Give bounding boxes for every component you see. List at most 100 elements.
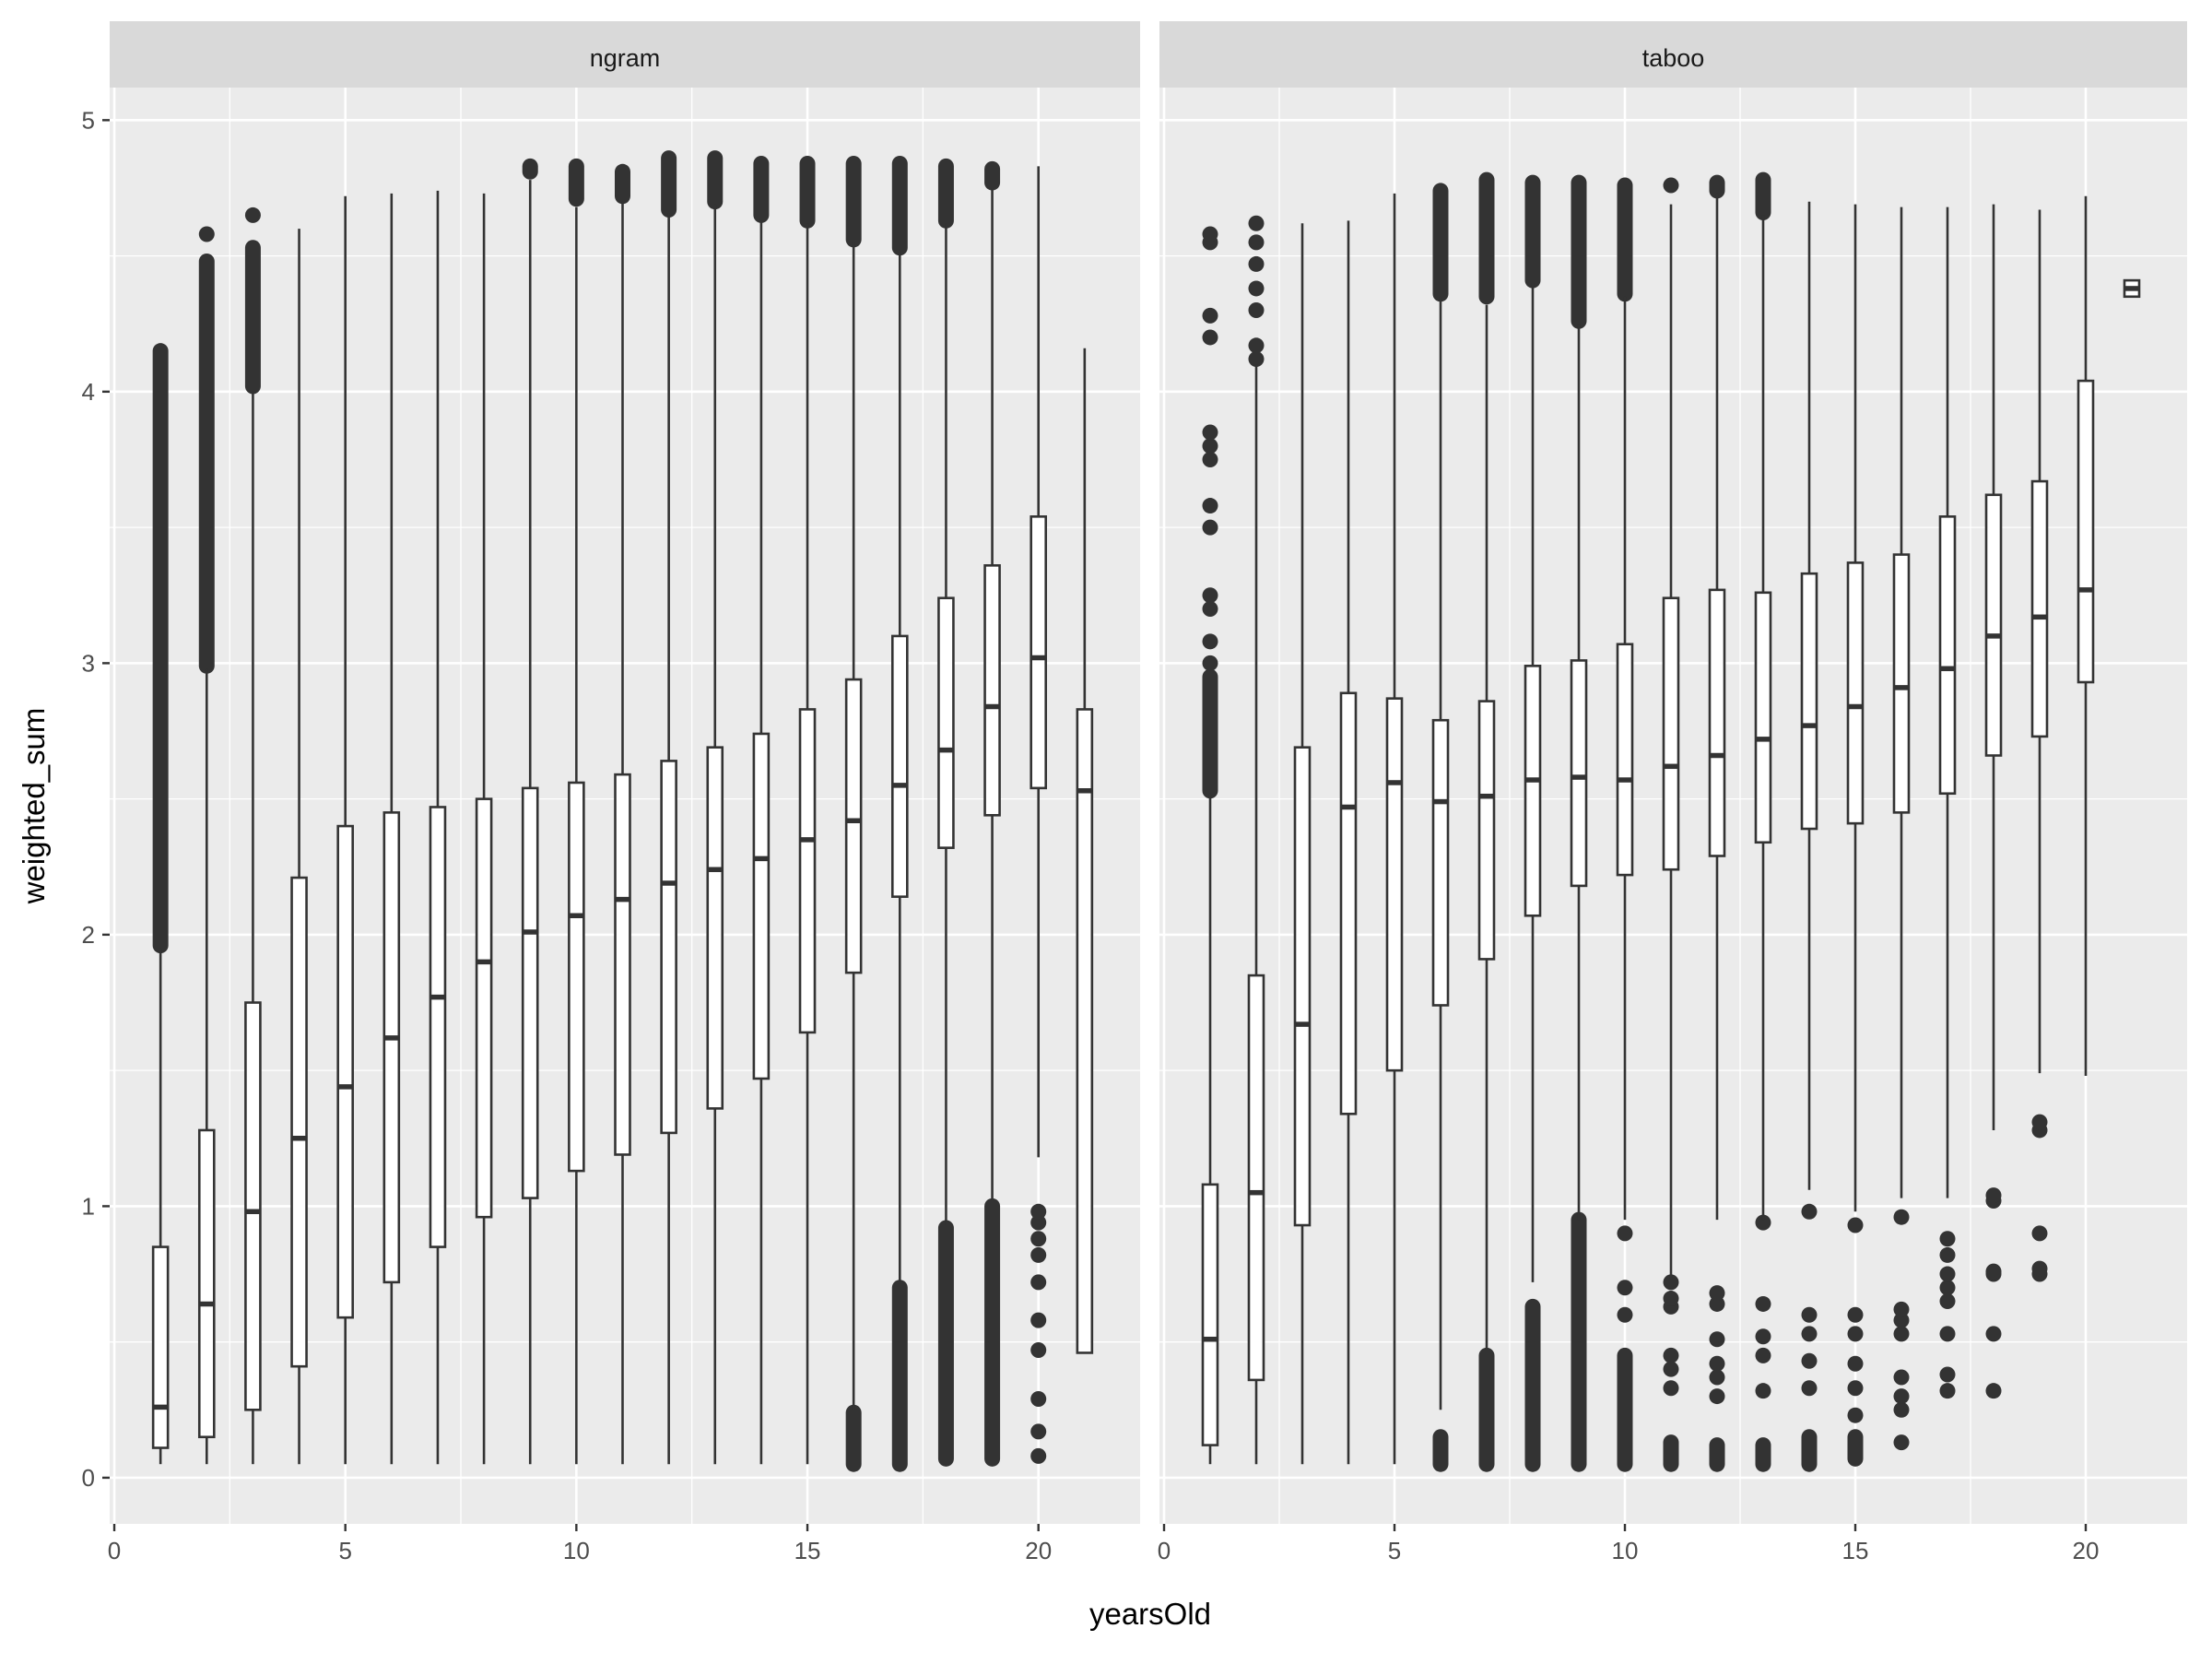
- box-iqr: [1477, 700, 1496, 961]
- outlier-point: [1939, 1266, 1956, 1282]
- box-iqr: [1030, 515, 1048, 790]
- box-iqr: [1247, 974, 1265, 1382]
- box-iqr: [475, 797, 493, 1219]
- outlier-cluster: [1524, 174, 1541, 289]
- box-iqr: [614, 773, 631, 1156]
- outlier-cluster: [1801, 1429, 1818, 1472]
- box-iqr: [1616, 643, 1634, 877]
- box-ngram-3: [244, 207, 262, 1465]
- facet-label: taboo: [1642, 44, 1705, 72]
- y-tick-label: 3: [82, 649, 95, 677]
- box-iqr: [197, 1128, 216, 1439]
- box-iqr: [983, 564, 1001, 817]
- outlier-cluster: [753, 155, 770, 223]
- x-tick-label: 20: [2073, 1537, 2100, 1564]
- outlier-point: [2031, 1114, 2048, 1130]
- outlier-cluster: [1755, 171, 1771, 220]
- x-tick-label: 10: [563, 1537, 590, 1564]
- box-iqr: [1293, 746, 1312, 1227]
- box-iqr: [752, 732, 771, 1080]
- outlier-point: [1248, 234, 1265, 251]
- outlier-point: [1893, 1301, 1910, 1317]
- outlier-cluster: [845, 155, 862, 248]
- y-axis-title: weighted_sum: [17, 708, 51, 905]
- outlier-point: [1030, 1274, 1047, 1291]
- outlier-point: [1893, 1312, 1910, 1328]
- box-ngram-2: [197, 226, 216, 1465]
- box-ngram-11: [614, 163, 631, 1465]
- box-iqr: [1708, 588, 1726, 857]
- outlier-point: [1248, 351, 1265, 368]
- outlier-point: [1030, 1203, 1047, 1220]
- outlier-cluster: [1432, 183, 1449, 302]
- outlier-cluster: [1571, 1211, 1587, 1472]
- box-ngram-1: [151, 343, 170, 1465]
- box-taboo-4: [1339, 220, 1358, 1465]
- box-ngram-17: [891, 155, 909, 1472]
- outlier-point: [1030, 1231, 1047, 1247]
- outlier-point: [1939, 1326, 1956, 1342]
- box-iqr: [1570, 659, 1588, 888]
- box-iqr: [798, 708, 817, 1034]
- outlier-point: [1847, 1217, 1864, 1233]
- outlier-point: [1755, 1347, 1771, 1363]
- box-iqr: [1524, 665, 1542, 917]
- box-taboo-2: [1247, 215, 1265, 1465]
- outlier-point: [2031, 1225, 2048, 1242]
- outlier-point: [1617, 1280, 1633, 1296]
- outlier-cluster: [891, 1280, 908, 1472]
- outlier-cluster: [1617, 177, 1633, 302]
- outlier-point: [1939, 1366, 1956, 1383]
- outlier-cluster: [845, 1404, 862, 1472]
- outlier-point: [1801, 1306, 1818, 1323]
- outlier-point: [1985, 1326, 2002, 1342]
- box-ngram-10: [568, 158, 585, 1465]
- outlier-cluster: [937, 158, 954, 229]
- outlier-point: [244, 207, 261, 223]
- outlier-cluster: [614, 163, 630, 205]
- box-ngram-4: [290, 229, 308, 1465]
- box-taboo-16: [1892, 207, 1911, 1451]
- box-iqr: [1800, 572, 1818, 831]
- x-tick-label: 15: [794, 1537, 821, 1564]
- outlier-point: [1893, 1388, 1910, 1405]
- box-ngram-7: [429, 190, 447, 1465]
- outlier-point: [1248, 280, 1265, 297]
- x-tick-label: 10: [1612, 1537, 1639, 1564]
- outlier-point: [1801, 1380, 1818, 1397]
- outlier-point: [1202, 655, 1218, 671]
- outlier-point: [1847, 1306, 1864, 1323]
- box-taboo-9: [1570, 174, 1588, 1472]
- box-ngram-15: [798, 155, 817, 1465]
- box-ngram-16: [844, 155, 863, 1472]
- outlier-point: [1248, 215, 1265, 231]
- outlier-point: [1755, 1383, 1771, 1399]
- outlier-point: [1202, 226, 1218, 242]
- x-tick-label: 15: [1842, 1537, 1869, 1564]
- outlier-cluster: [1709, 174, 1725, 199]
- outlier-point: [1893, 1369, 1910, 1386]
- box-iqr: [1892, 553, 1911, 814]
- outlier-point: [1709, 1355, 1725, 1372]
- outlier-point: [1801, 1203, 1818, 1220]
- box-iqr: [1201, 1183, 1219, 1446]
- outlier-point: [1030, 1246, 1047, 1263]
- box-iqr: [151, 1245, 170, 1449]
- outlier-cluster: [1663, 1434, 1679, 1472]
- outlier-point: [1202, 451, 1218, 467]
- outlier-point: [1663, 177, 1679, 194]
- box-iqr: [568, 781, 585, 1173]
- box-ngram-8: [475, 193, 493, 1465]
- outlier-point: [1847, 1355, 1864, 1372]
- outlier-point: [1939, 1280, 1956, 1296]
- outlier-point: [1755, 1295, 1771, 1312]
- outlier-point: [1202, 633, 1218, 650]
- outlier-point: [1202, 519, 1218, 536]
- box-taboo-6: [1431, 183, 1450, 1472]
- box-iqr: [1662, 596, 1680, 871]
- outlier-cluster: [661, 150, 677, 218]
- box-iqr: [891, 634, 909, 898]
- outlier-point: [1893, 1401, 1910, 1418]
- outlier-cluster: [937, 1220, 954, 1467]
